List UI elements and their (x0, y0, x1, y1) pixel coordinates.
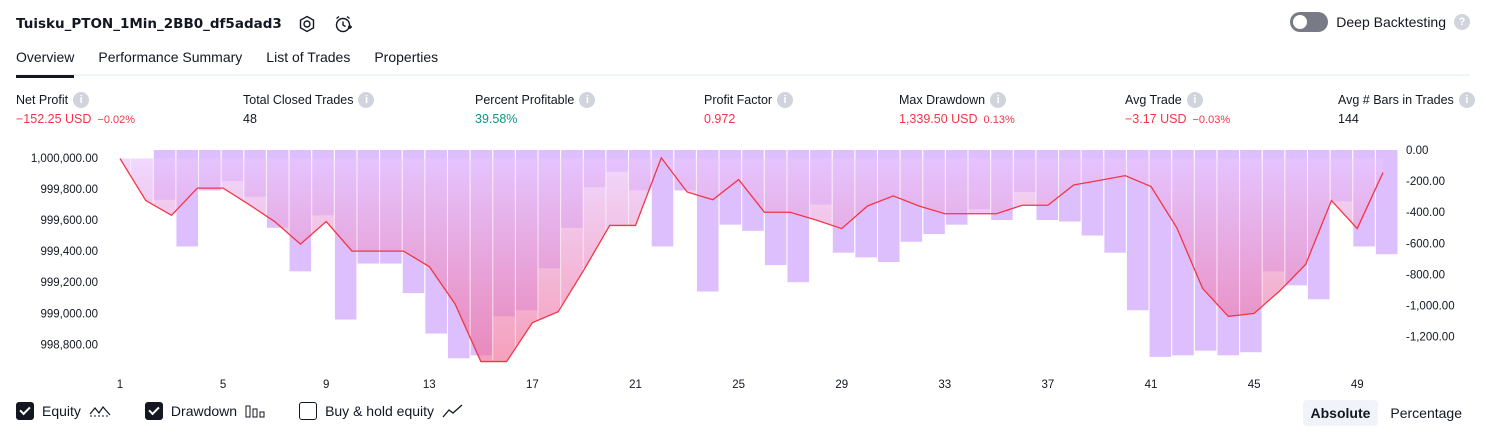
strategy-header: Tuisku_PTON_1Min_2BB0_df5adad3 (16, 10, 354, 38)
right-axis: 0.00 -200.00 -400.00 -600.00 -800.00 -1,000.0… (1406, 145, 1455, 344)
buy-hold-line-icon (442, 404, 463, 418)
legend-label: Drawdown (170, 403, 238, 419)
left-tick-label: 998,800.00 (40, 339, 98, 351)
left-tick-label: 999,400.00 (40, 246, 98, 258)
metric-label: Avg Trade (1125, 93, 1182, 107)
metric-avg-bars: Avg # Bars in Trades i 144 (1338, 92, 1475, 126)
metric-label: Net Profit (16, 93, 69, 107)
equity-drawdown-chart: 998,800.00 999,000.00 999,200.00 999,400.00… (31, 145, 1455, 391)
legend-label: Buy & hold equity (325, 403, 435, 419)
tab-performance-summary[interactable]: Performance Summary (98, 49, 243, 65)
right-tick-label: -1,200.00 (1406, 332, 1455, 344)
info-icon[interactable]: i (777, 92, 794, 108)
metric-percent: 0.13% (983, 114, 1015, 126)
x-tick-label: 37 (1042, 379, 1055, 391)
x-tick-label: 21 (629, 379, 642, 391)
metric-label: Total Closed Trades (243, 93, 354, 107)
metric-label: Profit Factor (704, 93, 773, 107)
right-tick-label: -400.00 (1406, 207, 1445, 219)
x-tick-label: 1 (117, 379, 123, 391)
right-tick-label: -1,000.00 (1406, 301, 1455, 313)
left-tick-label: 999,000.00 (40, 308, 98, 320)
metric-percent-profitable: Percent Profitable i 39.58% (475, 92, 596, 126)
metric-value: 0.972 (704, 112, 736, 126)
mode-percentage[interactable]: Percentage (1390, 405, 1462, 421)
left-tick-label: 999,200.00 (40, 277, 98, 289)
drawdown-bar (1126, 150, 1149, 311)
left-tick-label: 999,600.00 (40, 215, 98, 227)
x-tick-label: 17 (526, 379, 539, 391)
x-tick-label: 49 (1351, 379, 1364, 391)
value-mode-switch: Absolute Percentage (1302, 400, 1471, 426)
equity-line (119, 156, 1384, 363)
info-icon[interactable]: i (1458, 92, 1475, 108)
deep-backtesting-label: Deep Backtesting (1336, 14, 1446, 30)
left-axis: 998,800.00 999,000.00 999,200.00 999,400.00… (31, 153, 98, 352)
metric-max-drawdown: Max Drawdown i 1,339.50 USD 0.13% (899, 92, 1015, 126)
info-icon[interactable]: i (1186, 92, 1203, 108)
help-icon[interactable]: ? (1454, 14, 1470, 30)
x-tick-label: 41 (1145, 379, 1158, 391)
left-tick-label: 999,800.00 (40, 184, 98, 196)
tab-list-of-trades[interactable]: List of Trades (266, 49, 351, 65)
strategy-name: Tuisku_PTON_1Min_2BB0_df5adad3 (16, 16, 282, 32)
equity-checkbox[interactable] (16, 402, 34, 420)
buy-hold-checkbox[interactable] (299, 402, 318, 420)
metric-label: Percent Profitable (475, 93, 575, 107)
x-axis: 1 5 9 13 17 21 25 29 33 37 41 45 49 (117, 379, 1364, 391)
mode-absolute[interactable]: Absolute (1302, 400, 1379, 426)
left-tick-label: 1,000,000.00 (31, 153, 98, 165)
tab-properties[interactable]: Properties (374, 49, 439, 65)
right-tick-label: -800.00 (1406, 269, 1445, 281)
legend-drawdown[interactable]: Drawdown (144, 402, 265, 420)
x-tick-label: 25 (732, 379, 745, 391)
tab-overview[interactable]: Overview (16, 44, 75, 78)
chart-legend: Equity Drawdown Buy & hold equity (16, 402, 464, 420)
drawdown-checkbox[interactable] (144, 402, 163, 420)
legend-buy-hold[interactable]: Buy & hold equity (299, 402, 464, 420)
metrics-row: Net Profit i −152.25 USD −0.02% Total Clos… (16, 92, 1475, 132)
metric-percent: −0.03% (1192, 114, 1231, 126)
x-tick-label: 45 (1248, 379, 1261, 391)
bar-separators (107, 150, 1399, 360)
drawdown-bars-icon (245, 405, 265, 418)
equity-area (120, 157, 1383, 362)
x-tick-label: 33 (938, 379, 951, 391)
x-tick-label: 13 (423, 379, 436, 391)
info-icon[interactable]: i (358, 92, 375, 108)
drawdown-bar (651, 150, 674, 247)
metric-value: 144 (1338, 112, 1359, 126)
right-tick-label: -200.00 (1406, 176, 1445, 188)
right-tick-label: 0.00 (1406, 145, 1428, 157)
metric-total-closed-trades: Total Closed Trades i 48 (243, 92, 375, 126)
legend-label: Equity (42, 403, 81, 419)
x-tick-label: 5 (220, 379, 226, 391)
info-icon[interactable]: i (579, 92, 596, 108)
x-tick-label: 29 (835, 379, 848, 391)
metric-net-profit: Net Profit i −152.25 USD −0.02% (16, 92, 135, 126)
info-icon[interactable]: i (73, 92, 90, 108)
metric-label: Max Drawdown (899, 93, 986, 107)
metric-value: 1,339.50 USD (899, 112, 978, 126)
metric-label: Avg # Bars in Trades (1338, 93, 1454, 107)
metric-value: 48 (243, 112, 257, 126)
metric-value: 39.58% (475, 112, 518, 126)
metric-percent: −0.02% (97, 114, 136, 126)
equity-line-icon (89, 406, 111, 417)
metric-profit-factor: Profit Factor i 0.972 (704, 92, 794, 126)
settings-icon[interactable] (296, 13, 318, 35)
report-tabs: Overview Performance Summary List of Tra… (16, 44, 1470, 78)
alert-clock-icon[interactable] (332, 13, 354, 35)
right-tick-label: -600.00 (1406, 238, 1445, 250)
metric-avg-trade: Avg Trade i −3.17 USD −0.03% (1125, 92, 1230, 126)
x-tick-label: 9 (323, 379, 329, 391)
info-icon[interactable]: i (990, 92, 1007, 108)
deep-backtesting: Deep Backtesting ? (1290, 12, 1470, 32)
metric-value: −3.17 USD (1125, 112, 1187, 126)
legend-equity[interactable]: Equity (16, 402, 111, 420)
metric-value: −152.25 USD (16, 112, 92, 126)
deep-backtesting-toggle[interactable] (1290, 12, 1329, 32)
